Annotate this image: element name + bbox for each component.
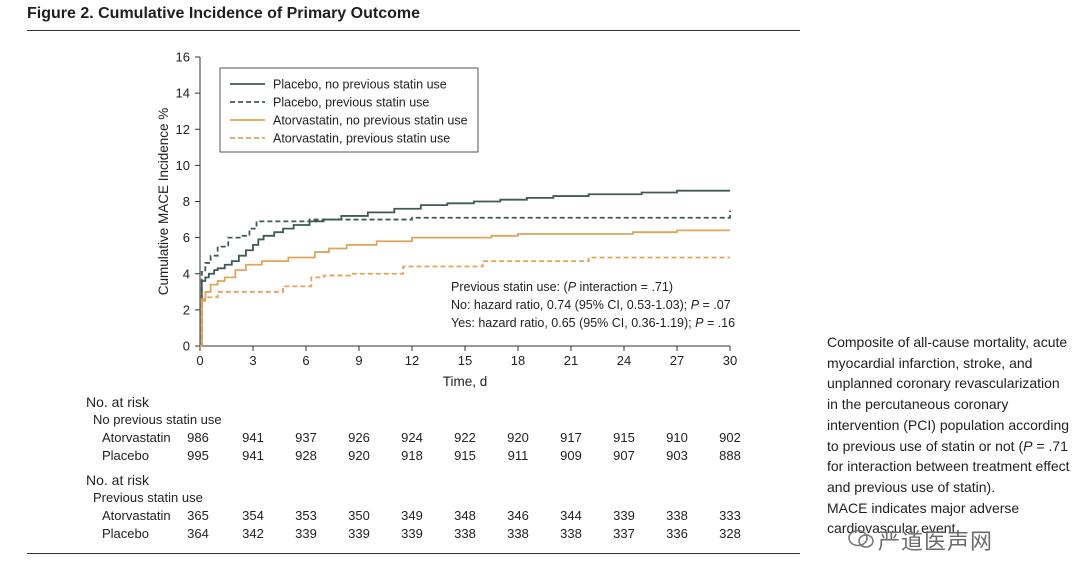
risk-value: 920 xyxy=(348,447,370,463)
risk-value: 926 xyxy=(348,430,370,445)
risk-value: 338 xyxy=(507,525,529,541)
legend-label-2: Placebo, previous statin use xyxy=(273,96,429,110)
risk-value: 941 xyxy=(242,447,264,463)
risk-value: 338 xyxy=(454,525,476,541)
risk-row-label: Atorvastatin xyxy=(102,508,171,523)
watermark-text: 严道医声网 xyxy=(878,529,994,554)
risk-value: 350 xyxy=(348,508,370,523)
x-axis-label: Time, d xyxy=(443,374,488,389)
risk-value: 911 xyxy=(507,447,529,463)
risk-row-label: Placebo xyxy=(102,447,149,463)
legend-box xyxy=(219,67,479,153)
legend-label-1: Placebo, no previous statin use xyxy=(273,78,447,92)
y-tick-label: 4 xyxy=(183,266,190,281)
risk-value: 342 xyxy=(242,525,264,541)
risk-value: 328 xyxy=(719,525,741,541)
risk-value: 937 xyxy=(295,430,317,445)
annotation-line-2: No: hazard ratio, 0.74 (95% CI, 0.53-1.0… xyxy=(451,298,731,312)
risk-value: 338 xyxy=(666,508,688,523)
x-tick-label: 15 xyxy=(458,353,472,368)
risk-value: 903 xyxy=(666,447,688,463)
x-tick-label: 21 xyxy=(564,353,578,368)
risk-value: 918 xyxy=(401,447,423,463)
risk-value: 337 xyxy=(613,525,635,541)
x-tick-label: 6 xyxy=(302,353,309,368)
x-tick-label: 0 xyxy=(196,353,203,368)
series-line-4 xyxy=(200,256,730,347)
risk-value: 338 xyxy=(560,525,582,541)
risk-table-header: No. at risk xyxy=(86,472,150,488)
watermark-icon xyxy=(848,529,874,548)
x-tick-label: 24 xyxy=(617,353,631,368)
risk-value: 909 xyxy=(560,447,582,463)
y-tick-label: 8 xyxy=(183,194,190,209)
risk-value: 986 xyxy=(187,430,209,445)
risk-value: 353 xyxy=(295,508,317,523)
risk-value: 910 xyxy=(666,430,688,445)
series-line-1 xyxy=(200,189,730,347)
figure-caption: Composite of all-cause mortality, acute … xyxy=(827,332,1072,539)
legend-label-3: Atorvastatin, no previous statin use xyxy=(273,114,468,128)
risk-value: 344 xyxy=(560,508,582,523)
risk-value: 339 xyxy=(613,508,635,523)
x-tick-label: 3 xyxy=(249,353,256,368)
x-tick-label: 18 xyxy=(511,353,525,368)
y-tick-label: 2 xyxy=(183,302,190,317)
y-tick-label: 0 xyxy=(183,339,190,354)
risk-value: 349 xyxy=(401,508,423,523)
risk-row-label: Placebo xyxy=(102,525,149,541)
y-tick-label: 16 xyxy=(176,50,190,65)
risk-value: 902 xyxy=(719,430,741,445)
figure-title: Figure 2. Cumulative Incidence of Primar… xyxy=(27,5,420,22)
risk-value: 348 xyxy=(454,508,476,523)
risk-value: 920 xyxy=(507,430,529,445)
series-line-2 xyxy=(200,210,731,347)
risk-value: 339 xyxy=(401,525,423,541)
risk-value: 924 xyxy=(401,430,423,445)
caption-part-c: MACE indicates major adverse cardiovascu… xyxy=(827,499,1020,537)
risk-value: 907 xyxy=(613,447,635,463)
y-tick-label: 12 xyxy=(176,122,190,137)
risk-value: 339 xyxy=(348,525,370,541)
risk-value: 888 xyxy=(719,447,741,463)
risk-value: 995 xyxy=(187,447,209,463)
risk-value: 339 xyxy=(295,525,317,541)
y-axis-label: Cumulative MACE Incidence % xyxy=(156,108,171,296)
x-tick-label: 30 xyxy=(723,353,737,368)
x-tick-label: 12 xyxy=(405,353,419,368)
risk-value: 354 xyxy=(242,508,264,523)
risk-value: 941 xyxy=(242,430,264,445)
annotation-line-1: Previous statin use: (P interaction = .7… xyxy=(451,280,673,294)
top-rule xyxy=(27,30,800,31)
risk-value: 333 xyxy=(719,508,741,523)
risk-value: 915 xyxy=(613,430,635,445)
risk-value: 915 xyxy=(454,447,476,463)
legend-label-4: Atorvastatin, previous statin use xyxy=(273,132,450,146)
y-tick-label: 10 xyxy=(176,158,190,173)
risk-value: 928 xyxy=(295,447,317,463)
risk-table-group-label: Previous statin use xyxy=(93,490,203,505)
caption-p: P xyxy=(1023,437,1033,454)
y-tick-label: 14 xyxy=(176,86,190,101)
risk-table-header: No. at risk xyxy=(86,394,150,410)
series-line-3 xyxy=(200,229,730,347)
caption-part-b: = .71 for interaction between treatment … xyxy=(827,437,1070,495)
risk-row-label: Atorvastatin xyxy=(102,430,171,445)
x-tick-label: 9 xyxy=(355,353,362,368)
risk-value: 922 xyxy=(454,430,476,445)
risk-value: 336 xyxy=(666,525,688,541)
risk-table-group-label: No previous statin use xyxy=(93,412,222,427)
risk-value: 365 xyxy=(187,508,209,523)
risk-value: 346 xyxy=(507,508,529,523)
bottom-rule xyxy=(27,553,800,554)
caption-part-a: Composite of all-cause mortality, acute … xyxy=(827,334,1070,454)
risk-value: 364 xyxy=(187,525,209,541)
risk-value: 917 xyxy=(560,430,582,445)
annotation-line-3: Yes: hazard ratio, 0.65 (95% CI, 0.36-1.… xyxy=(451,316,735,330)
x-tick-label: 27 xyxy=(670,353,684,368)
y-tick-label: 6 xyxy=(183,230,190,245)
